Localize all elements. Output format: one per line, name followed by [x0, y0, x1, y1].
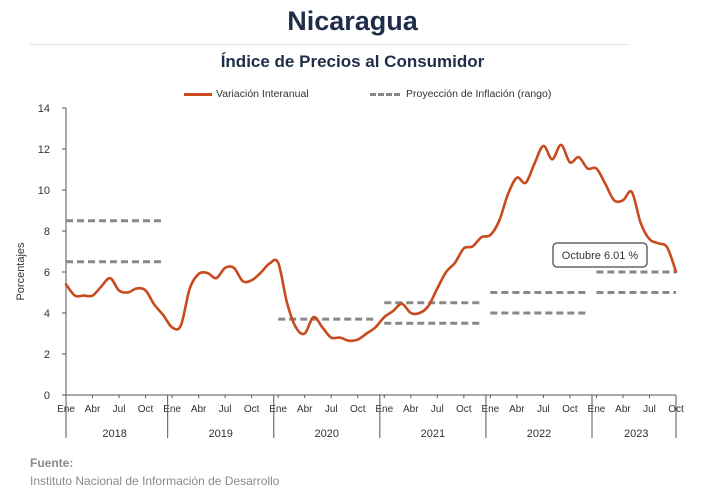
series-line-variacion	[64, 143, 678, 343]
y-tick-label: 8	[44, 226, 50, 238]
x-tick-label: Ene	[588, 404, 606, 415]
legend-label-projection: Proyección de Inflación (rango)	[406, 88, 552, 100]
x-tick-label: Abr	[191, 404, 207, 415]
x-tick-label: Jul	[431, 404, 444, 415]
year-label: 2019	[208, 428, 232, 440]
legend-swatch-dashed	[370, 92, 400, 96]
x-tick-label: Abr	[85, 404, 101, 415]
y-tick-label: 0	[44, 390, 50, 402]
x-tick-label: Abr	[297, 404, 313, 415]
x-tick-label: Abr	[403, 404, 419, 415]
y-tick-label: 6	[44, 267, 50, 279]
annotation-label: Octubre 6.01 %	[562, 250, 639, 262]
year-label: 2018	[102, 428, 126, 440]
year-label: 2020	[315, 428, 339, 440]
year-label: 2023	[624, 428, 648, 440]
x-tick-label: Jul	[325, 404, 338, 415]
annotation-box	[552, 242, 648, 268]
y-tick-label: 2	[44, 349, 50, 361]
legend-item-series: Variación Interanual	[184, 88, 309, 100]
x-tick-label: Jul	[643, 404, 656, 415]
legend-label-series: Variación Interanual	[216, 88, 309, 100]
x-tick-label: Ene	[375, 404, 393, 415]
y-tick-label: 14	[38, 103, 50, 115]
x-tick-label: Ene	[269, 404, 287, 415]
x-tick-label: Jul	[113, 404, 126, 415]
legend-item-projection: Proyección de Inflación (rango)	[370, 88, 551, 100]
x-tick-label: Jul	[219, 404, 232, 415]
year-label: 2022	[527, 428, 551, 440]
y-tick-label: 12	[38, 144, 50, 156]
source-label: Fuente:	[30, 456, 74, 470]
year-label: 2021	[421, 428, 445, 440]
chart-subtitle: Índice de Precios al Consumidor	[220, 52, 485, 71]
x-tick-label: Ene	[163, 404, 181, 415]
x-tick-label: Oct	[562, 404, 578, 415]
source-text: Instituto Nacional de Información de Des…	[30, 474, 280, 488]
y-axis-label: Porcentajes	[15, 242, 27, 301]
x-tick-label: Oct	[244, 404, 260, 415]
legend-swatch-solid	[184, 92, 212, 96]
x-tick-label: Abr	[615, 404, 631, 415]
title-divider	[30, 44, 628, 45]
x-tick-label: Oct	[456, 404, 472, 415]
y-tick-label: 4	[44, 308, 50, 320]
x-tick-label: Oct	[138, 404, 154, 415]
x-tick-label: Ene	[481, 404, 499, 415]
x-tick-label: Jul	[537, 404, 550, 415]
chart-title: Nicaragua	[287, 6, 418, 36]
x-tick-label: Abr	[509, 404, 525, 415]
y-tick-label: 10	[38, 185, 50, 197]
x-tick-label: Oct	[350, 404, 366, 415]
